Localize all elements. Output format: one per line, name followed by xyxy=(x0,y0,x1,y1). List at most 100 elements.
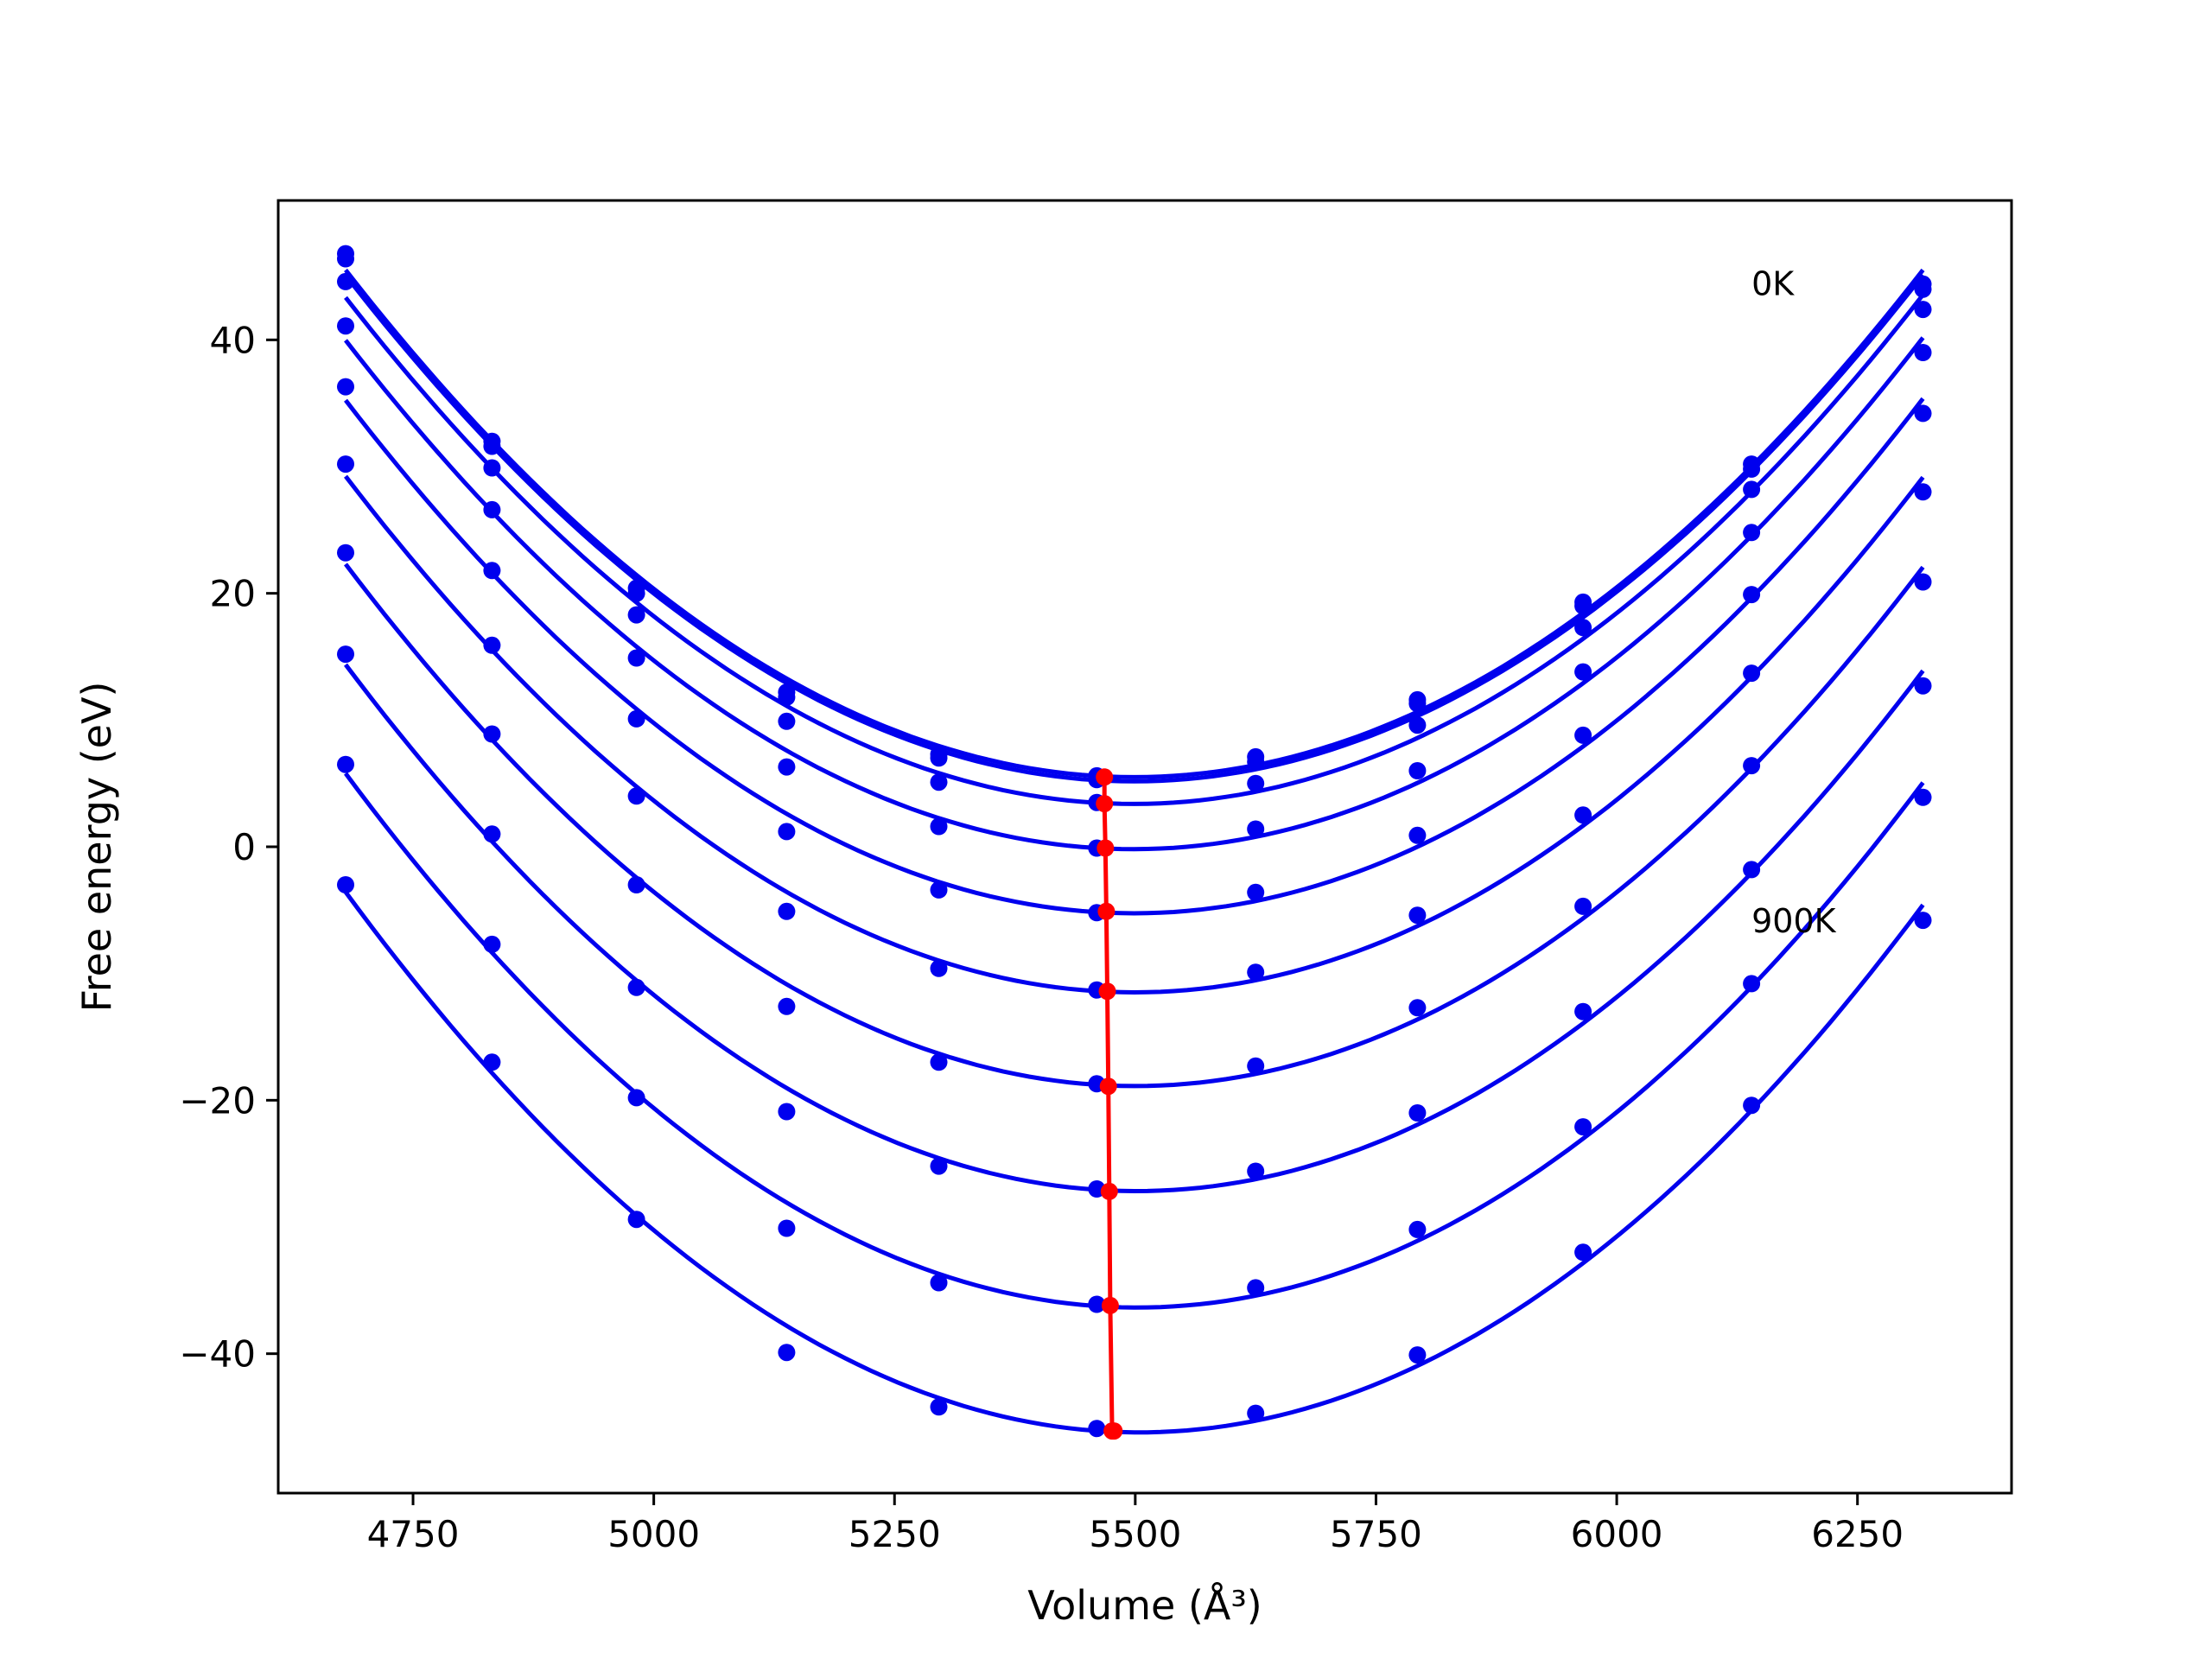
data-point xyxy=(483,459,501,477)
data-point xyxy=(1574,1002,1592,1020)
data-point xyxy=(1743,586,1761,604)
x-tick-label: 5750 xyxy=(1330,1513,1422,1555)
data-point xyxy=(930,1053,948,1071)
data-point xyxy=(1408,999,1427,1017)
data-point xyxy=(337,645,354,664)
data-point xyxy=(1743,861,1761,879)
data-point xyxy=(483,562,501,580)
data-point xyxy=(1408,826,1427,844)
y-tick-label: 40 xyxy=(210,319,256,361)
data-point xyxy=(627,649,645,667)
data-point xyxy=(483,636,501,654)
data-point xyxy=(1574,663,1592,681)
data-point xyxy=(930,880,948,899)
data-point xyxy=(337,455,354,474)
data-point xyxy=(1574,1118,1592,1136)
data-point xyxy=(1247,1404,1265,1422)
data-point xyxy=(627,1211,645,1229)
data-point xyxy=(337,876,354,893)
data-point xyxy=(930,773,948,791)
data-point xyxy=(930,1157,948,1175)
data-point xyxy=(627,709,645,728)
data-point xyxy=(627,1089,645,1107)
data-point xyxy=(337,755,354,773)
data-point xyxy=(1088,1420,1106,1438)
fit-curve-1 xyxy=(344,273,1925,784)
data-point xyxy=(337,378,354,396)
data-point xyxy=(1247,820,1265,838)
data-point xyxy=(1247,963,1265,982)
y-tick-label: −40 xyxy=(179,1333,256,1376)
x-tick-label: 6000 xyxy=(1571,1513,1663,1555)
data-point xyxy=(778,758,796,776)
data-point xyxy=(778,997,796,1015)
data-point xyxy=(337,317,354,335)
data-point xyxy=(1408,1104,1427,1122)
data-point xyxy=(1247,1162,1265,1180)
data-point xyxy=(1914,573,1932,591)
x-tick-label: 4750 xyxy=(367,1513,460,1555)
minima-line-group xyxy=(1096,768,1123,1440)
data-point xyxy=(627,787,645,805)
minimum-point xyxy=(1097,902,1116,920)
data-point xyxy=(778,1103,796,1121)
data-point xyxy=(778,1219,796,1237)
data-point xyxy=(337,250,354,268)
minimum-point xyxy=(1099,1077,1117,1096)
data-point xyxy=(778,902,796,920)
data-point xyxy=(1408,906,1427,925)
y-tick-label: 0 xyxy=(232,826,256,868)
minimum-point xyxy=(1105,1422,1123,1440)
minimum-point xyxy=(1101,1296,1119,1314)
data-point xyxy=(1408,762,1427,779)
fit-curve-0 xyxy=(344,268,1925,779)
x-tick-label: 5500 xyxy=(1089,1513,1181,1555)
x-axis-label: Volume (Å³) xyxy=(1027,1582,1262,1629)
data-point xyxy=(1743,757,1761,775)
x-tick-label: 5000 xyxy=(607,1513,700,1555)
data-point xyxy=(1914,344,1932,361)
minima-line xyxy=(1102,777,1115,1433)
data-point xyxy=(1914,483,1932,501)
data-point xyxy=(778,712,796,730)
x-axis-ticks: 4750 5000 5250 5500 5750 6000 6250 xyxy=(367,1493,1904,1555)
data-point xyxy=(483,437,501,455)
data-point xyxy=(930,749,948,767)
minimum-point xyxy=(1096,768,1114,786)
data-point xyxy=(930,959,948,977)
data-point xyxy=(1088,1295,1106,1313)
fit-curve-9 xyxy=(343,890,1925,1435)
data-point xyxy=(337,272,354,290)
data-point xyxy=(483,725,501,743)
x-tick-label: 5250 xyxy=(849,1513,941,1555)
minimum-point xyxy=(1100,1182,1118,1200)
data-point xyxy=(1914,280,1932,298)
y-axis-ticks: −40 −20 0 20 40 xyxy=(179,319,278,1376)
data-point xyxy=(483,500,501,518)
data-point xyxy=(778,688,796,706)
data-point xyxy=(1914,404,1932,423)
data-point xyxy=(483,1053,501,1071)
fit-curve-8 xyxy=(343,772,1925,1310)
annotation-0: 0K xyxy=(1751,264,1795,302)
fit-curve-4 xyxy=(344,397,1925,916)
y-axis-label: Free energy (eV) xyxy=(73,682,120,1013)
data-point xyxy=(1743,664,1761,683)
data-point xyxy=(1574,806,1592,824)
data-point xyxy=(627,584,645,602)
fit-curves xyxy=(343,268,1925,1435)
annotations: 0K 900K xyxy=(1751,264,1837,940)
data-point xyxy=(1247,883,1265,901)
data-point xyxy=(1914,677,1932,695)
data-point xyxy=(1574,619,1592,637)
data-point xyxy=(1574,597,1592,615)
y-tick-label: −20 xyxy=(179,1079,256,1122)
data-point xyxy=(1408,695,1427,713)
data-point xyxy=(778,823,796,841)
data-point xyxy=(1743,1096,1761,1115)
data-point xyxy=(930,817,948,836)
fit-curve-5 xyxy=(344,474,1925,995)
data-point xyxy=(627,978,645,996)
data-point xyxy=(1247,1057,1265,1075)
